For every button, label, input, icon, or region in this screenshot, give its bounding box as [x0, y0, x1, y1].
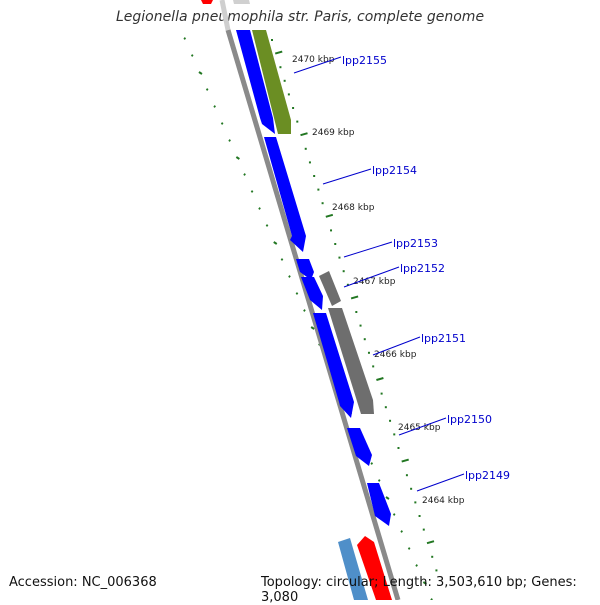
inner-tick: [325, 213, 334, 218]
top-rna-feature[interactable]: [201, 0, 213, 4]
kbp-label: 2469 kbp: [312, 128, 355, 138]
kbp-label: 2470 kbp: [292, 55, 335, 65]
gene-label-leader: [372, 336, 421, 356]
kbp-label: 2468 kbp: [332, 203, 375, 213]
gene-olive[interactable]: [252, 30, 291, 134]
outer-tick: [243, 173, 246, 176]
gene-arrow-lpp2149[interactable]: [367, 483, 391, 526]
rna-feature-red[interactable]: [357, 536, 392, 600]
outer-tick: [377, 479, 381, 482]
outer-tick: [280, 258, 284, 261]
gene-arrow-lpp2154[interactable]: [264, 137, 306, 252]
outer-tick: [295, 292, 299, 295]
inner-tick: [350, 295, 359, 300]
outer-tick: [250, 190, 254, 193]
outer-tick-track: [183, 37, 433, 600]
outer-tick: [273, 241, 278, 245]
gene-label-lpp2153[interactable]: lpp2153: [393, 237, 438, 250]
rna-feature-blue[interactable]: [338, 538, 368, 600]
outer-tick: [213, 105, 216, 108]
outer-tick: [190, 54, 194, 57]
accession-label: Accession: NC_006368: [9, 575, 157, 590]
outer-tick: [265, 224, 269, 227]
genome-backbone-top: [219, 0, 231, 31]
gene-label-lpp2149[interactable]: lpp2149: [465, 469, 510, 482]
outer-tick: [235, 156, 240, 160]
gene-label-lpp2152[interactable]: lpp2152: [400, 262, 445, 275]
genome-backbone: [225, 29, 401, 600]
gene-grey-2[interactable]: [328, 308, 374, 414]
outer-tick: [183, 37, 187, 40]
outer-tick: [407, 547, 411, 550]
kbp-label: 2467 kbp: [353, 277, 396, 287]
map-title: Legionella pneumophila str. Paris, compl…: [115, 9, 485, 25]
gene-label-leader: [343, 241, 393, 258]
inner-tick-track: [271, 39, 438, 572]
gene-arrow-lpp2155[interactable]: [236, 30, 275, 134]
gene-label-lpp2151[interactable]: lpp2151: [421, 332, 466, 345]
outer-tick: [400, 530, 403, 533]
outer-tick: [258, 207, 261, 210]
genome-summary: Topology: circular; Length: 3,503,610 bp…: [261, 575, 577, 605]
outer-tick: [415, 564, 418, 567]
gene-label-leader: [416, 473, 465, 492]
gene-arrow-lpp2150[interactable]: [347, 428, 372, 466]
gene-arrow-lpp2151[interactable]: [313, 313, 354, 418]
outer-tick: [228, 139, 231, 142]
outer-tick: [288, 275, 291, 278]
top-gene-feature[interactable]: [233, 0, 250, 4]
outer-tick: [198, 71, 203, 75]
outer-tick: [220, 122, 224, 125]
kbp-label: 2466 kbp: [374, 350, 417, 360]
outer-tick: [310, 326, 315, 330]
gene-label-leader: [343, 266, 400, 288]
gene-label-lpp2155[interactable]: lpp2155: [342, 54, 387, 67]
outer-tick: [370, 462, 374, 465]
gene-label-lpp2154[interactable]: lpp2154: [372, 164, 417, 177]
inner-tick: [300, 132, 308, 137]
outer-tick: [392, 513, 396, 516]
gene-label-lpp2150[interactable]: lpp2150: [447, 413, 492, 426]
outer-tick: [205, 88, 209, 91]
inner-tick: [426, 540, 435, 545]
gene-grey-1[interactable]: [319, 271, 341, 306]
inner-tick: [376, 377, 384, 381]
kbp-label: 2464 kbp: [422, 496, 465, 506]
gene-labels: lpp2155 lpp2154 lpp2153 lpp2152 lpp2151 lpp21…: [293, 54, 510, 492]
outer-tick: [385, 496, 390, 500]
outer-tick: [303, 309, 306, 312]
gene-arrow-lpp2152[interactable]: [301, 277, 323, 310]
kbp-labels: 2470 kbp 2469 kbp 2468 kbp 2467 kbp 2466 kbp…: [292, 55, 465, 506]
gene-arrow-lpp2153[interactable]: [296, 259, 314, 280]
inner-tick: [274, 50, 283, 55]
gene-label-leader: [322, 168, 372, 185]
outer-tick: [422, 581, 427, 585]
inner-tick: [401, 458, 409, 463]
gene-label-leader: [398, 417, 447, 436]
gene-label-leader: [293, 56, 342, 74]
